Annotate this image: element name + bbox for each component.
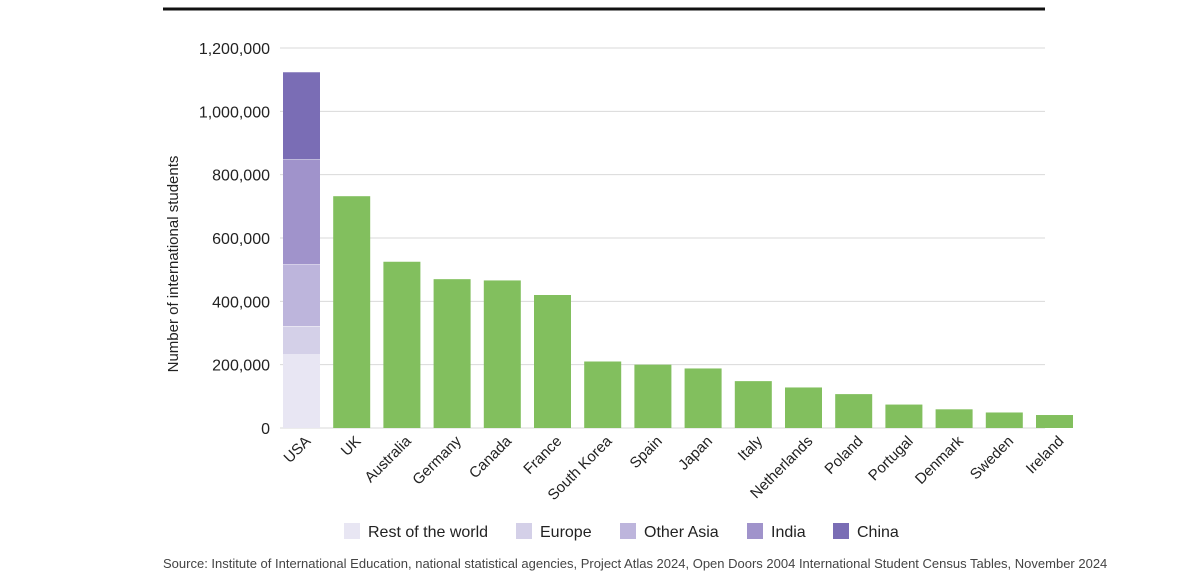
legend-swatch: [344, 523, 360, 539]
legend-label: China: [857, 524, 899, 541]
legend: Rest of the world Europe Other Asia India Ch…: [344, 523, 899, 541]
y-axis-label: Number of international students: [165, 156, 182, 373]
x-tick-label: Japan: [675, 433, 716, 474]
bar-australia: [383, 261, 421, 428]
x-tick-label: Canada: [466, 432, 516, 482]
legend-label: Rest of the world: [368, 524, 488, 541]
legend-swatch: [516, 523, 532, 539]
bar-portugal: [885, 404, 923, 428]
legend-label: Europe: [540, 524, 592, 541]
y-tick-label: 0: [261, 421, 270, 438]
x-tick-label: Spain: [627, 433, 666, 472]
bars: [283, 71, 1073, 428]
bar-ireland: [1036, 415, 1073, 428]
bar-netherlands: [785, 387, 822, 428]
legend-swatch: [747, 523, 763, 539]
bar-sweden: [985, 412, 1023, 428]
x-tick-label: Italy: [735, 432, 767, 464]
bar-france: [534, 295, 571, 428]
bar-usa-china: [283, 71, 320, 160]
x-tick-label: Denmark: [912, 432, 967, 487]
x-tick-label: UK: [338, 433, 365, 460]
bar-usa-rest-of-the-world: [283, 354, 320, 428]
bar-usa-india: [283, 159, 320, 265]
bar-usa-other-asia: [283, 264, 320, 327]
bar-italy: [734, 381, 772, 428]
x-tick-label: Australia: [361, 432, 415, 486]
y-tick-label: 1,200,000: [199, 41, 270, 58]
bar-usa-europe: [283, 326, 320, 355]
x-tick-label: USA: [280, 433, 314, 467]
bar-spain: [634, 364, 672, 428]
bar-canada: [483, 280, 521, 428]
y-tick-label: 400,000: [212, 294, 270, 311]
y-tick-labels: 0 200,000 400,000 600,000 800,000 1,000,000 1,…: [199, 41, 270, 438]
x-tick-label: France: [520, 433, 565, 478]
bar-japan: [684, 368, 722, 428]
legend-swatch: [833, 523, 849, 539]
bar-uk: [333, 196, 371, 428]
y-tick-label: 1,000,000: [199, 104, 270, 121]
bar-denmark: [935, 409, 973, 428]
x-tick-label: Portugal: [865, 433, 917, 485]
y-tick-label: 200,000: [212, 358, 270, 375]
bar-poland: [835, 394, 873, 428]
y-tick-label: 800,000: [212, 168, 270, 185]
x-tick-label: Sweden: [967, 433, 1017, 483]
x-tick-label: Ireland: [1023, 433, 1067, 477]
x-tick-label: Poland: [821, 433, 866, 478]
bar-germany: [433, 279, 471, 428]
legend-label: Other Asia: [644, 524, 719, 541]
y-tick-label: 600,000: [212, 231, 270, 248]
bar-south-korea: [584, 361, 622, 428]
legend-swatch: [620, 523, 636, 539]
x-tick-label: Germany: [409, 432, 465, 488]
source-note: Source: Institute of International Educa…: [163, 556, 1108, 571]
legend-label: India: [771, 524, 806, 541]
